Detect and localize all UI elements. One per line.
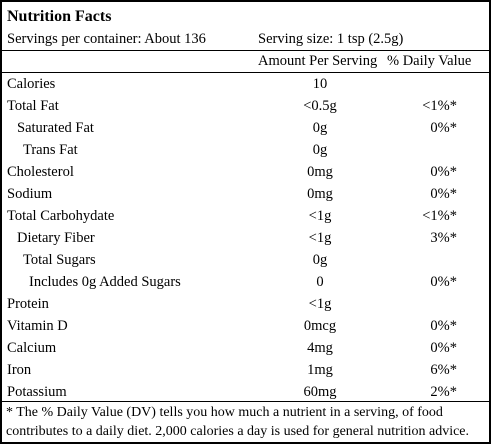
- nutrient-row: Protein <1g: [2, 293, 489, 315]
- header-amount: Amount Per Serving: [258, 53, 378, 69]
- nutrient-name: Total Carbohydate: [7, 208, 115, 224]
- amount: 0mg: [307, 186, 333, 202]
- nutrient-row: Includes 0g Added Sugars 0 0%*: [2, 271, 489, 293]
- nutrient-row: Potassium 60mg 2%*: [2, 381, 489, 403]
- serving-size: Serving size: 1 tsp (2.5g): [258, 31, 404, 47]
- daily-value: 0%*: [430, 164, 457, 180]
- nutrient-name: Potassium: [7, 384, 67, 400]
- daily-value: <1%*: [422, 98, 457, 114]
- nutrient-row: Trans Fat 0g: [2, 139, 489, 161]
- nutrient-name: Cholesterol: [7, 164, 74, 180]
- nutrient-name: Total Fat: [7, 98, 59, 114]
- daily-value: 0%*: [430, 120, 457, 136]
- amount: <0.5g: [303, 98, 337, 114]
- amount: 0g: [312, 142, 328, 158]
- daily-value: 2%*: [430, 384, 457, 400]
- nutrient-row: Calories 10: [2, 73, 489, 95]
- nutrient-name: Saturated Fat: [17, 120, 94, 136]
- amount: 0mg: [307, 164, 333, 180]
- nutrient-name: Protein: [7, 296, 49, 312]
- daily-value: 3%*: [430, 230, 457, 246]
- daily-value: <1%*: [422, 208, 457, 224]
- amount: 10: [312, 76, 328, 92]
- amount: 4mg: [307, 340, 333, 356]
- nutrient-name: Sodium: [7, 186, 53, 202]
- amount: 0mcg: [303, 318, 337, 334]
- amount: 0g: [312, 252, 328, 268]
- amount: 1mg: [307, 362, 333, 378]
- divider: [2, 401, 489, 402]
- daily-value: 0%*: [430, 186, 457, 202]
- divider: [2, 50, 489, 51]
- title: Nutrition Facts: [7, 8, 112, 25]
- nutrient-row: Total Sugars 0g: [2, 249, 489, 271]
- nutrient-name: Total Sugars: [23, 252, 96, 268]
- nutrient-name: Vitamin D: [7, 318, 68, 334]
- nutrient-name: Calcium: [7, 340, 57, 356]
- nutrient-name: Calories: [7, 76, 56, 92]
- nutrient-row: Sodium 0mg 0%*: [2, 183, 489, 205]
- amount: <1g: [308, 208, 332, 224]
- nutrient-name: Trans Fat: [23, 142, 78, 158]
- nutrient-row: Total Carbohydate <1g <1%*: [2, 205, 489, 227]
- daily-value: 6%*: [430, 362, 457, 378]
- amount: <1g: [308, 230, 332, 246]
- divider: [2, 72, 489, 73]
- header-dv: % Daily Value: [387, 53, 472, 69]
- nutrient-name: Includes 0g Added Sugars: [29, 274, 181, 290]
- nutrient-row: Calcium 4mg 0%*: [2, 337, 489, 359]
- nutrient-row: Vitamin D 0mcg 0%*: [2, 315, 489, 337]
- footnote: * The % Daily Value (DV) tells you how m…: [6, 405, 470, 439]
- amount: 0: [316, 274, 324, 290]
- amount: 60mg: [303, 384, 337, 400]
- amount: <1g: [308, 296, 332, 312]
- daily-value: 0%*: [430, 318, 457, 334]
- nutrient-name: Iron: [7, 362, 32, 378]
- amount: 0g: [312, 120, 328, 136]
- nutrient-row: Iron 1mg 6%*: [2, 359, 489, 381]
- daily-value: 0%*: [430, 274, 457, 290]
- nutrient-row: Cholesterol 0mg 0%*: [2, 161, 489, 183]
- nutrient-name: Dietary Fiber: [17, 230, 95, 246]
- nutrient-row: Total Fat <0.5g <1%*: [2, 95, 489, 117]
- nutrient-row: Dietary Fiber <1g 3%*: [2, 227, 489, 249]
- daily-value: 0%*: [430, 340, 457, 356]
- nutrient-row: Saturated Fat 0g 0%*: [2, 117, 489, 139]
- servings: Servings per container: About 136: [7, 31, 206, 47]
